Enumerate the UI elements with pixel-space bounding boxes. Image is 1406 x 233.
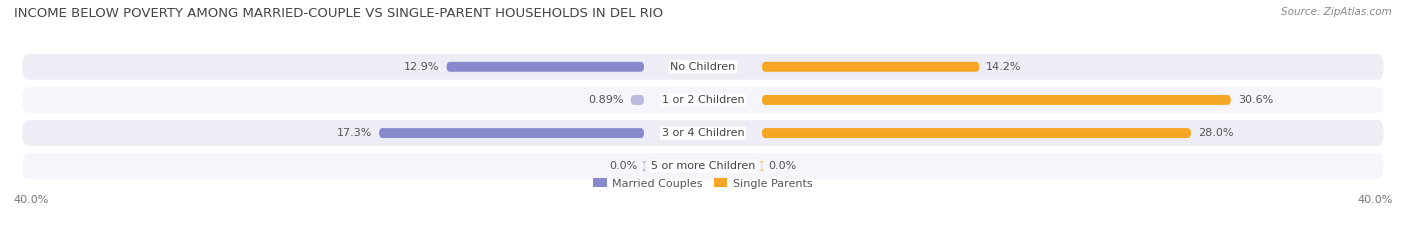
- FancyBboxPatch shape: [22, 87, 1384, 113]
- Text: 17.3%: 17.3%: [337, 128, 373, 138]
- Text: 30.6%: 30.6%: [1237, 95, 1272, 105]
- Text: 14.2%: 14.2%: [986, 62, 1022, 72]
- Text: 5 or more Children: 5 or more Children: [651, 161, 755, 171]
- FancyBboxPatch shape: [762, 128, 1191, 138]
- FancyBboxPatch shape: [641, 161, 648, 171]
- FancyBboxPatch shape: [380, 128, 644, 138]
- Text: 3 or 4 Children: 3 or 4 Children: [662, 128, 744, 138]
- Text: 12.9%: 12.9%: [404, 62, 440, 72]
- FancyBboxPatch shape: [762, 95, 1232, 105]
- Legend: Married Couples, Single Parents: Married Couples, Single Parents: [589, 174, 817, 193]
- Text: 1 or 2 Children: 1 or 2 Children: [662, 95, 744, 105]
- FancyBboxPatch shape: [758, 161, 765, 171]
- FancyBboxPatch shape: [630, 95, 644, 105]
- FancyBboxPatch shape: [22, 153, 1384, 179]
- Text: 28.0%: 28.0%: [1198, 128, 1233, 138]
- Text: Source: ZipAtlas.com: Source: ZipAtlas.com: [1281, 7, 1392, 17]
- Text: No Children: No Children: [671, 62, 735, 72]
- FancyBboxPatch shape: [762, 62, 980, 72]
- Text: 0.0%: 0.0%: [769, 161, 797, 171]
- FancyBboxPatch shape: [22, 120, 1384, 146]
- FancyBboxPatch shape: [22, 54, 1384, 80]
- FancyBboxPatch shape: [446, 62, 644, 72]
- Text: 0.0%: 0.0%: [609, 161, 637, 171]
- Text: 0.89%: 0.89%: [588, 95, 624, 105]
- Text: INCOME BELOW POVERTY AMONG MARRIED-COUPLE VS SINGLE-PARENT HOUSEHOLDS IN DEL RIO: INCOME BELOW POVERTY AMONG MARRIED-COUPL…: [14, 7, 664, 20]
